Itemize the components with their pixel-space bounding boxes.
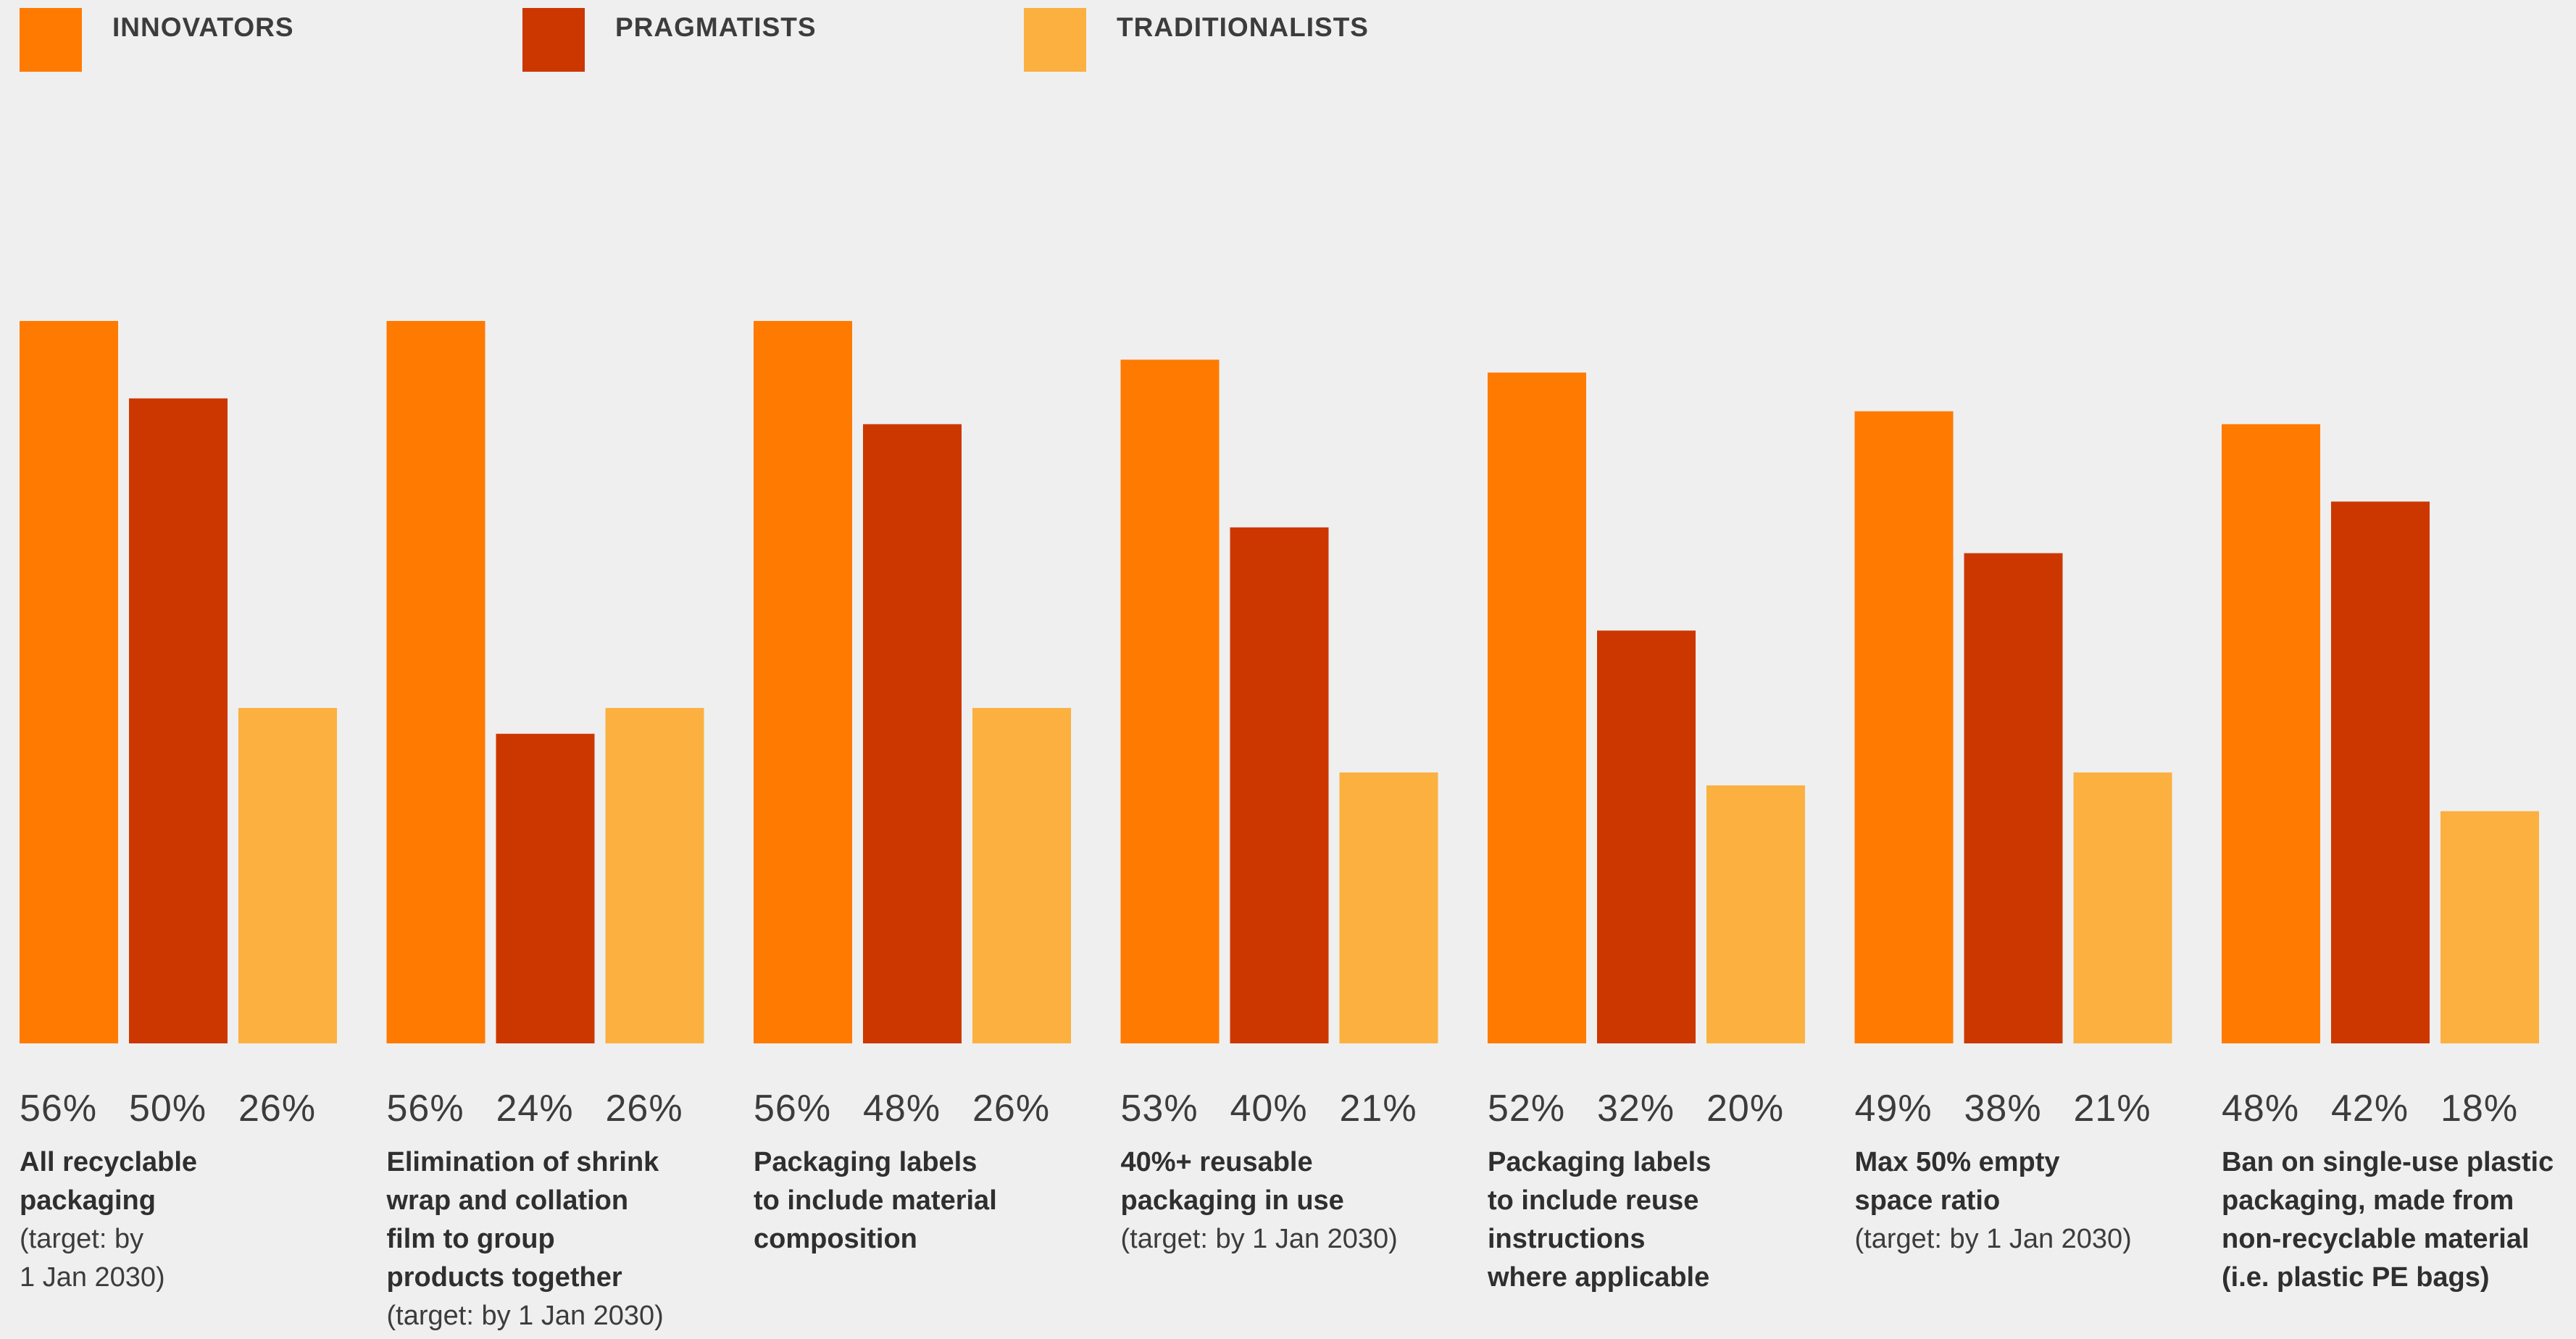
value-label: 48% bbox=[2222, 1088, 2300, 1130]
category-label-1: 56% 50% 26% All recyclable packaging (target:… bbox=[20, 1087, 367, 1297]
category-label-6: 49% 38% 21% Max 50% empty space ratio (target… bbox=[1855, 1087, 2203, 1259]
category-name-line: film to group bbox=[386, 1224, 555, 1254]
value-label: 48% bbox=[863, 1088, 941, 1130]
bar-traditionalists-4 bbox=[1339, 772, 1438, 1043]
category-target-line: (target: by 1 Jan 2030) bbox=[1120, 1224, 1398, 1254]
legend-label-innovators: INNOVATORS bbox=[112, 12, 294, 42]
category-name-line: non-recyclable material bbox=[2222, 1224, 2530, 1254]
category-label-4: 53% 40% 21% 40%+ reusable packaging in use (t… bbox=[1121, 1087, 1469, 1259]
bar-innovators-1 bbox=[20, 321, 118, 1043]
category-target-line: (target: by 1 Jan 2030) bbox=[386, 1301, 664, 1331]
category-target-line: (target: by 1 Jan 2030) bbox=[1854, 1224, 2132, 1254]
category-name-line: space ratio bbox=[1854, 1185, 2001, 1216]
value-label: 42% bbox=[2331, 1088, 2409, 1130]
value-label: 53% bbox=[1120, 1088, 1199, 1130]
bar-pragmatists-4 bbox=[1230, 527, 1329, 1043]
value-labels: 52% 32% 20% bbox=[1488, 1087, 1835, 1143]
category-name-line: 40%+ reusable bbox=[1120, 1147, 1313, 1177]
category-name-line: products together bbox=[386, 1262, 622, 1293]
value-label: 26% bbox=[605, 1088, 683, 1130]
value-label: 56% bbox=[754, 1088, 832, 1130]
value-label: 50% bbox=[129, 1088, 207, 1130]
category-label-5: 52% 32% 20% Packaging labels to include reus… bbox=[1488, 1087, 1835, 1297]
category-target-line: (target: by bbox=[20, 1224, 144, 1254]
bar-innovators-4 bbox=[1120, 359, 1220, 1043]
bar-pragmatists-2 bbox=[496, 733, 595, 1043]
value-label: 52% bbox=[1488, 1088, 1566, 1130]
bar-pragmatists-6 bbox=[1964, 553, 2063, 1043]
bar-innovators-2 bbox=[386, 321, 485, 1043]
bar-pragmatists-7 bbox=[2331, 501, 2430, 1043]
value-labels: 53% 40% 21% bbox=[1121, 1087, 1469, 1143]
value-label: 20% bbox=[1706, 1088, 1785, 1130]
bar-innovators-6 bbox=[1854, 411, 1954, 1043]
bar-pragmatists-3 bbox=[863, 424, 962, 1043]
category-description: Ban on single-use plastic packaging, made… bbox=[2222, 1143, 2569, 1297]
category-label-2: 56% 24% 26% Elimination of shrink wrap and c… bbox=[387, 1087, 735, 1335]
category-label-3: 56% 48% 26% Packaging labels to include mate… bbox=[754, 1087, 1101, 1259]
value-label: 21% bbox=[1339, 1088, 1417, 1130]
value-label: 40% bbox=[1230, 1088, 1308, 1130]
value-label: 24% bbox=[496, 1088, 574, 1130]
category-description: 40%+ reusable packaging in use (target: by… bbox=[1121, 1143, 1469, 1259]
category-description: Max 50% empty space ratio (target: by 1 Ja… bbox=[1855, 1143, 2203, 1259]
legend-swatch-traditionalists bbox=[1024, 8, 1086, 72]
category-name-line: to include reuse bbox=[1488, 1185, 1699, 1216]
value-label: 21% bbox=[2073, 1088, 2151, 1130]
value-labels: 56% 50% 26% bbox=[20, 1087, 367, 1143]
bar-traditionalists-2 bbox=[605, 708, 704, 1043]
bar-innovators-7 bbox=[2222, 424, 2320, 1043]
value-labels: 49% 38% 21% bbox=[1855, 1087, 2203, 1143]
legend-swatch-innovators bbox=[20, 8, 82, 72]
category-name-line: packaging, made from bbox=[2222, 1185, 2514, 1216]
value-labels: 56% 24% 26% bbox=[387, 1087, 735, 1143]
category-name-line: (i.e. plastic PE bags) bbox=[2222, 1262, 2490, 1293]
category-name-line: composition bbox=[754, 1224, 917, 1254]
category-name-line: packaging in use bbox=[1120, 1185, 1344, 1216]
category-name-line: instructions bbox=[1488, 1224, 1646, 1254]
value-label: 26% bbox=[972, 1088, 1051, 1130]
bar-traditionalists-3 bbox=[972, 708, 1071, 1043]
category-target-line: 1 Jan 2030) bbox=[20, 1262, 165, 1293]
category-name-line: wrap and collation bbox=[386, 1185, 629, 1216]
value-label: 56% bbox=[20, 1088, 98, 1130]
category-description: All recyclable packaging (target: by 1 Jan … bbox=[20, 1143, 367, 1297]
legend-label-pragmatists: PRAGMATISTS bbox=[615, 12, 817, 42]
bar-chart bbox=[20, 321, 2539, 1043]
bar-innovators-3 bbox=[754, 321, 852, 1043]
category-name-line: Elimination of shrink bbox=[386, 1147, 659, 1177]
value-label: 38% bbox=[1964, 1088, 2042, 1130]
value-label: 18% bbox=[2440, 1088, 2519, 1130]
category-name-line: to include material bbox=[754, 1185, 997, 1216]
category-name-line: All recyclable bbox=[20, 1147, 198, 1177]
category-description: Packaging labels to include material compo… bbox=[754, 1143, 1101, 1259]
value-label: 32% bbox=[1597, 1088, 1675, 1130]
legend-swatch-pragmatists bbox=[522, 8, 585, 72]
category-name-line: Ban on single-use plastic bbox=[2222, 1147, 2554, 1177]
bar-traditionalists-5 bbox=[1706, 785, 1805, 1043]
category-name-line: Max 50% empty bbox=[1854, 1147, 2060, 1177]
bar-traditionalists-7 bbox=[2440, 811, 2539, 1043]
bar-traditionalists-1 bbox=[238, 708, 337, 1043]
value-label: 49% bbox=[1854, 1088, 1933, 1130]
bar-pragmatists-1 bbox=[129, 398, 228, 1043]
bar-pragmatists-5 bbox=[1597, 630, 1696, 1043]
legend: INNOVATORS PRAGMATISTS TRADITIONALISTS bbox=[0, 0, 2576, 80]
bar-innovators-5 bbox=[1488, 372, 1586, 1043]
value-labels: 56% 48% 26% bbox=[754, 1087, 1101, 1143]
value-label: 56% bbox=[386, 1088, 464, 1130]
value-labels: 48% 42% 18% bbox=[2222, 1087, 2569, 1143]
category-name-line: where applicable bbox=[1488, 1262, 1710, 1293]
category-name-line: Packaging labels bbox=[754, 1147, 978, 1177]
category-description: Packaging labels to include reuse instruct… bbox=[1488, 1143, 1835, 1297]
category-label-7: 48% 42% 18% Ban on single-use plastic packag… bbox=[2222, 1087, 2569, 1297]
category-name-line: Packaging labels bbox=[1488, 1147, 1712, 1177]
bar-traditionalists-6 bbox=[2073, 772, 2172, 1043]
category-name-line: packaging bbox=[20, 1185, 156, 1216]
value-label: 26% bbox=[238, 1088, 317, 1130]
category-description: Elimination of shrink wrap and collation f… bbox=[387, 1143, 735, 1335]
legend-label-traditionalists: TRADITIONALISTS bbox=[1117, 12, 1369, 42]
